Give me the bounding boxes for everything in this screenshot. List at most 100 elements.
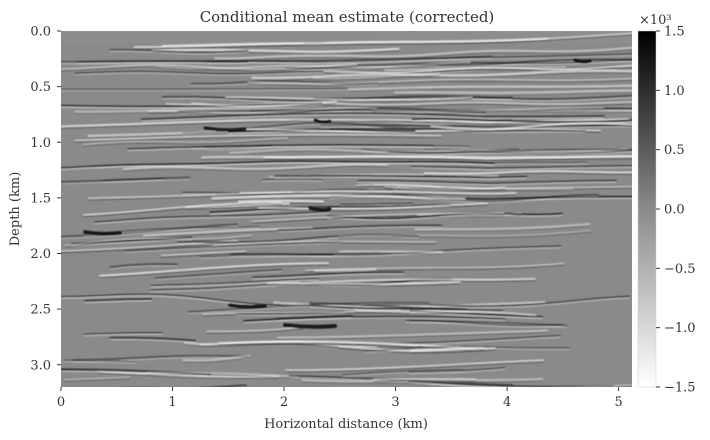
reflector-stroke [266,281,461,285]
reflector-stroke [339,202,413,205]
reflector-stroke [217,391,367,397]
colorbar-tick-label: −1.0 [664,321,696,336]
reflector-stroke [341,369,463,376]
y-tick-label: 1.5 [30,191,51,206]
reflector-stroke [430,122,632,131]
reflector-stroke [354,311,536,318]
reflector-stroke [214,46,632,60]
reflector-stroke [327,214,563,221]
reflector-stroke [229,148,628,154]
reflector-stroke [353,308,536,317]
y-tick-label: 2.5 [30,303,51,318]
y-tick-label: 0.5 [30,80,51,95]
y-tick-label: 1.0 [30,136,51,151]
reflector-stroke [63,378,131,382]
reflector-stroke [322,32,632,44]
reflector-stroke [372,380,476,382]
colorbar-tick-label: −1.5 [664,381,696,396]
reflector-stroke [63,376,131,381]
reflector-stroke [83,332,163,335]
reflector-stroke [61,241,238,254]
reflector-stroke [285,359,545,371]
reflector-stroke [388,150,632,155]
reflector-stroke [411,165,632,169]
reflector-stroke [74,133,442,142]
reflector-stroke [61,160,495,169]
reflector-stroke [64,236,252,248]
reflector-stroke [372,378,476,381]
reflector-stroke [305,264,564,273]
reflector-stroke [407,380,614,387]
reflector-stroke [423,170,632,175]
colorbar-ticks: 1.5 1.0 0.5 0.0 −0.5 −1.0 −1.5 [656,25,696,396]
reflector-stroke [84,225,260,235]
reflector-stroke [410,322,568,328]
reflector-stroke [251,271,404,279]
reflector-stroke [182,354,251,362]
reflector-stroke [202,311,402,317]
reflector-stroke [193,146,471,150]
reflector-stroke [277,224,443,232]
reflector-stroke [133,42,304,48]
reflector-stroke [229,150,627,156]
reflector-stroke [211,197,465,202]
reflector-stroke [186,204,290,210]
reflector-stroke [150,277,320,287]
reflector-stroke [285,361,545,373]
reflector-stroke [408,369,506,375]
reflector-stroke [225,98,473,103]
reflector-stroke [212,242,436,248]
reflector-stroke [84,298,153,302]
reflector-stroke [251,212,505,222]
reflector-stroke [206,326,304,332]
reflector-stroke [410,320,568,327]
reflector-stroke [73,357,249,363]
reflector-stroke [323,64,632,74]
reflector-stroke [154,268,283,280]
reflector-stroke [277,331,548,340]
y-axis-label: Depth (km) [8,172,23,247]
reflector-stroke [61,62,248,65]
reflector-stroke [193,144,471,148]
reflector-stroke [64,234,252,246]
strong-reflector [283,323,337,329]
reflector-stroke [110,339,196,343]
reflector-stroke [258,204,488,212]
reflector-stroke [63,359,137,362]
reflector-stroke [146,374,298,380]
reflector-stroke [338,229,592,237]
x-tick-label: 4 [503,395,511,410]
reflector-stroke [357,181,617,186]
reflector-stroke [267,283,461,287]
reflector-stroke [258,202,488,210]
y-tick-label: 3.0 [30,358,51,373]
strong-reflector [203,126,247,132]
y-axis: 0.0 0.5 1.0 1.5 2.0 2.5 3.0 [30,25,61,373]
reflector-stroke [243,317,353,324]
reflector-stroke [99,262,330,277]
reflector-stroke [178,110,486,115]
reflector-stroke [61,60,249,63]
reflector-stroke [61,179,190,185]
reflector-stroke [165,101,632,106]
reflector-stroke [87,130,228,137]
reflector-stroke [357,179,617,185]
reflector-stroke [410,349,484,353]
colorbar: ×10³ 1.5 1.0 0.5 0.0 −0.5 −1.0 −1.5 [637,13,696,396]
reflector-stroke [338,231,592,239]
reflector-stroke [211,194,466,201]
heatmap-area [61,31,632,397]
reflector-stroke [396,187,632,191]
reflector-stroke [364,347,570,354]
reflector-stroke [237,199,324,203]
strong-reflector [83,230,122,236]
reflector-stroke [122,165,388,172]
reflector-stroke [414,225,590,232]
y-tick-label: 2.0 [30,247,51,262]
reflector-stroke [190,100,338,108]
reflector-stroke [276,329,549,339]
colorbar-gradient [637,30,657,388]
reflector-stroke [61,102,323,108]
colorbar-tick-label: −0.5 [664,262,696,277]
reflector-stroke [355,183,442,188]
